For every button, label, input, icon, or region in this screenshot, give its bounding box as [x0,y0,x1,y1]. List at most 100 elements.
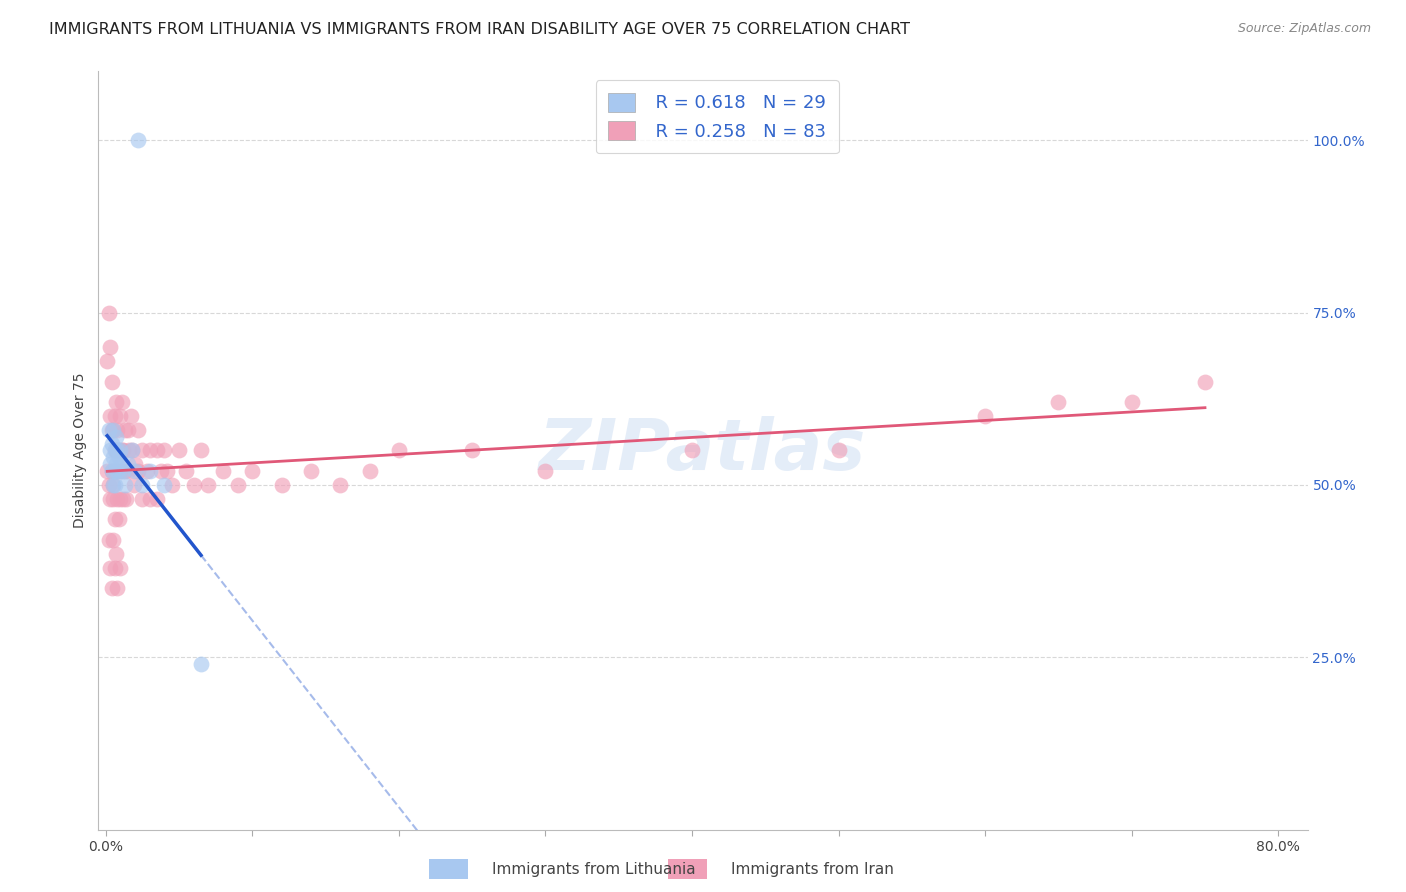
Point [167,443,190,458]
Point [131,491,153,506]
Point [110,464,132,478]
Point [103,478,125,492]
Point [127,423,149,437]
Point [110,491,132,506]
Point [97,423,120,437]
Point [117,423,139,437]
Point [115,491,138,506]
Text: Immigrants from Iran: Immigrants from Iran [731,863,894,877]
Point [160,478,183,492]
Point [100,375,122,389]
Point [176,464,198,478]
Point [226,478,249,492]
Point [98,491,121,506]
Point [190,657,212,672]
Point [103,443,125,458]
Point [197,478,219,492]
Point [108,512,131,526]
Point [240,464,263,478]
Point [96,354,118,368]
Point [100,423,122,437]
Point [112,464,135,478]
Point [107,423,129,437]
Point [103,409,125,423]
Point [101,450,124,465]
Point [190,443,212,458]
Y-axis label: Disability Age Over 75: Disability Age Over 75 [73,373,87,528]
Point [98,443,121,458]
Point [108,443,131,458]
Point [114,464,136,478]
Point [107,443,129,458]
Point [153,443,176,458]
Point [117,457,139,471]
Text: Immigrants from Lithuania: Immigrants from Lithuania [492,863,696,877]
Point [135,464,157,478]
Point [98,457,121,471]
Point [138,443,160,458]
Point [103,560,125,574]
Point [270,478,292,492]
Point [121,443,143,458]
Point [100,436,122,450]
Point [1194,375,1216,389]
Point [110,464,132,478]
Point [974,409,997,423]
Point [110,560,132,574]
Point [103,512,125,526]
Point [103,443,125,458]
Point [97,533,120,547]
Legend:   R = 0.618   N = 29,   R = 0.258   N = 83: R = 0.618 N = 29, R = 0.258 N = 83 [596,80,839,153]
Point [101,423,124,437]
Point [138,491,160,506]
Point [101,478,124,492]
Point [101,423,124,437]
Point [103,464,125,478]
Point [1121,395,1143,409]
Point [329,478,352,492]
Point [153,478,176,492]
Point [101,491,124,506]
Point [97,305,120,319]
Point [146,443,169,458]
Point [117,464,139,478]
Point [107,464,129,478]
Point [100,464,122,478]
Point [124,457,146,471]
Point [388,443,411,458]
Point [131,478,153,492]
Point [122,478,145,492]
Point [146,491,169,506]
Point [112,443,135,458]
Point [96,464,118,478]
Point [127,464,149,478]
Point [110,443,132,458]
Point [114,423,136,437]
Point [299,464,322,478]
Point [111,395,134,409]
Point [534,464,557,478]
Point [118,443,141,458]
Point [156,464,179,478]
Point [100,464,122,478]
Point [124,464,146,478]
Point [111,457,134,471]
Point [101,533,124,547]
Point [121,443,143,458]
Point [111,443,134,458]
Point [101,478,124,492]
Point [107,491,129,506]
Point [183,478,205,492]
Point [107,582,129,596]
Point [120,409,142,423]
Point [114,478,136,492]
Text: IMMIGRANTS FROM LITHUANIA VS IMMIGRANTS FROM IRAN DISABILITY AGE OVER 75 CORRELA: IMMIGRANTS FROM LITHUANIA VS IMMIGRANTS … [49,22,910,37]
Point [97,478,120,492]
Point [105,443,128,458]
Point [110,409,132,423]
Point [103,464,125,478]
Point [105,547,128,561]
Point [98,560,121,574]
Point [105,395,128,409]
Point [108,450,131,465]
